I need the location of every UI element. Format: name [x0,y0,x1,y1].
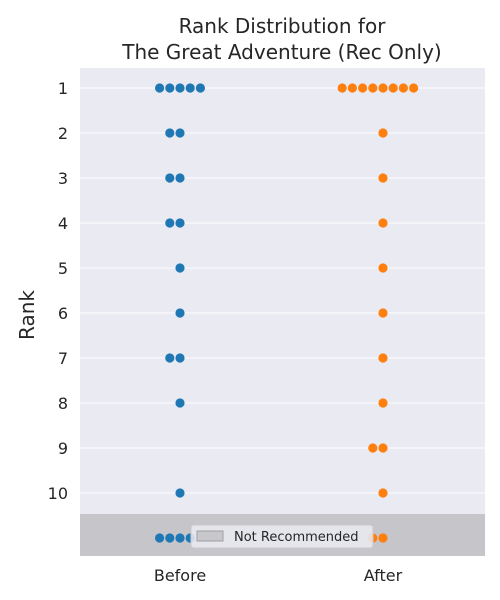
data-point [378,218,387,227]
data-point [165,128,174,137]
y-tick-label: 1 [58,79,68,98]
data-point [196,83,205,92]
data-point [175,353,184,362]
y-tick-label: 5 [58,259,68,278]
data-point [175,83,184,92]
data-point [378,443,387,452]
y-tick-label: 9 [58,439,68,458]
data-point [186,83,195,92]
y-tick-label: 8 [58,394,68,413]
data-point [378,398,387,407]
data-point [378,173,387,182]
data-point [378,533,387,542]
y-tick-label: 7 [58,349,68,368]
data-point [165,218,174,227]
legend-swatch [197,531,223,541]
data-point [165,353,174,362]
data-point [389,83,398,92]
x-tick-label: After [364,566,403,585]
data-point [368,443,377,452]
data-point [378,353,387,362]
y-tick-label: 2 [58,124,68,143]
y-tick-label: 10 [48,484,68,503]
data-point [165,533,174,542]
data-point [175,533,184,542]
data-point [175,308,184,317]
data-point [378,263,387,272]
data-point [378,308,387,317]
data-point [175,173,184,182]
data-point [175,128,184,137]
data-point [175,488,184,497]
data-point [378,128,387,137]
data-point [165,173,174,182]
data-point [338,83,347,92]
data-point [155,533,164,542]
legend: Not Recommended [191,525,373,548]
data-point [358,83,367,92]
y-tick-label: 6 [58,304,68,323]
data-point [175,263,184,272]
chart-title-line-1: Rank Distribution for [179,14,387,38]
y-tick-label: 4 [58,214,68,233]
data-point [175,218,184,227]
data-point [348,83,357,92]
data-point [409,83,418,92]
x-tick-labels: Before After [154,566,403,585]
data-point [399,83,408,92]
data-point [155,83,164,92]
plot-background [80,68,485,556]
data-point [368,83,377,92]
legend-label: Not Recommended [234,530,359,545]
data-point [165,83,174,92]
y-axis-label: Rank [15,290,39,340]
y-tick-labels: 1 2 3 4 5 6 7 8 9 10 [48,79,68,503]
y-tick-label: 3 [58,169,68,188]
chart-title-line-2: The Great Adventure (Rec Only) [121,40,441,64]
data-point [378,488,387,497]
data-point [378,83,387,92]
data-point [175,398,184,407]
x-tick-label: Before [154,566,206,585]
